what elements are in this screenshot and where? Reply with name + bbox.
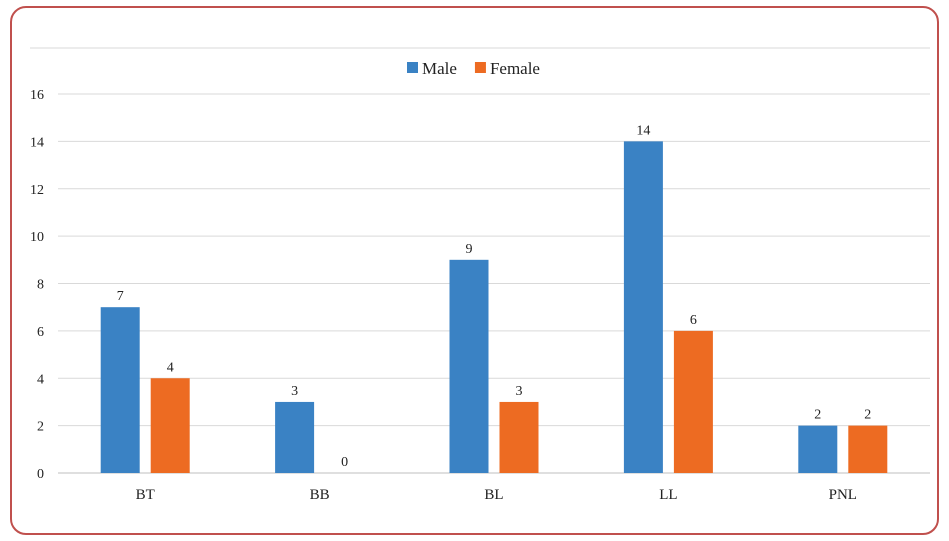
y-tick-label: 4: [37, 372, 44, 387]
y-tick-label: 10: [30, 230, 44, 245]
data-label: 2: [814, 408, 821, 423]
x-tick-label: LL: [659, 487, 677, 503]
data-label: 7: [117, 289, 124, 304]
data-label: 9: [466, 242, 473, 257]
bar-female: [848, 425, 888, 473]
legend-label: Female: [490, 59, 540, 78]
data-label: 2: [864, 408, 871, 423]
y-tick-label: 6: [37, 325, 44, 340]
x-tick-label: BL: [484, 487, 503, 503]
bar-male: [623, 141, 663, 473]
legend-label: Male: [422, 59, 457, 78]
bar-female: [673, 330, 713, 473]
y-tick-label: 16: [30, 88, 44, 103]
bar-male: [449, 259, 489, 473]
y-tick-label: 2: [37, 420, 44, 435]
y-tick-label: 12: [30, 183, 44, 198]
x-tick-label: BT: [136, 487, 155, 503]
bar-male: [275, 401, 315, 473]
legend-swatch: [474, 62, 486, 73]
bar-female: [499, 401, 539, 473]
y-tick-label: 0: [37, 467, 44, 482]
bars: [100, 141, 888, 473]
y-tick-label: 14: [30, 135, 44, 150]
data-label: 0: [341, 455, 348, 470]
y-tick-label: 8: [37, 278, 44, 293]
data-label: 14: [636, 123, 650, 138]
bar-female: [150, 378, 190, 473]
y-axis-ticks: 0 2 4 6 8 10 12 14 16: [30, 88, 44, 482]
legend: Male Female: [407, 59, 540, 78]
data-label: 3: [516, 384, 523, 399]
legend-swatch: [407, 62, 418, 73]
gridlines: [58, 93, 930, 474]
bar-male: [798, 425, 838, 473]
x-tick-label: PNL: [829, 487, 857, 503]
data-labels: 7 4 3 0 9 3 14 6 2 2: [117, 123, 872, 470]
x-axis-ticks: BT BB BL LL PNL: [136, 487, 857, 503]
data-label: 3: [291, 384, 298, 399]
data-label: 6: [690, 313, 697, 328]
x-tick-label: BB: [310, 487, 330, 503]
data-label: 4: [167, 360, 174, 375]
bar-male: [100, 307, 140, 473]
